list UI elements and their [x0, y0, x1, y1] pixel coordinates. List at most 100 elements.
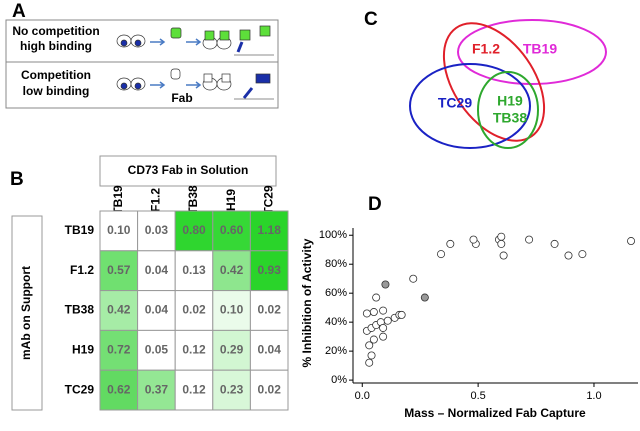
- cell-value: 0.02: [258, 382, 282, 396]
- point: [499, 251, 508, 260]
- cell: [212, 329, 251, 371]
- y-tick-label: 80%: [325, 258, 347, 270]
- point: [437, 250, 446, 259]
- cell: [137, 290, 176, 331]
- cell-value: 0.05: [145, 342, 169, 356]
- caption: No competition: [12, 24, 99, 38]
- row-header: TC29: [65, 382, 95, 396]
- row-header: TB19: [65, 223, 95, 237]
- venn-label: H19: [497, 93, 523, 109]
- x-tick-label: 1.0: [586, 390, 601, 402]
- y-tick-label: 100%: [319, 229, 347, 241]
- column-header: TC29: [261, 185, 275, 215]
- column-header: F1.2: [149, 188, 163, 212]
- cell-value: 0.04: [145, 303, 169, 317]
- cell-value: 0.02: [182, 303, 206, 317]
- cell: [99, 369, 139, 411]
- x-tick-label: 0.0: [355, 390, 370, 402]
- point: [497, 239, 506, 248]
- venn-label: F1.2: [472, 41, 500, 57]
- cell: [249, 369, 289, 411]
- cell: [249, 329, 289, 371]
- cell: [174, 250, 214, 292]
- point: [409, 274, 418, 283]
- cell-value: 0.42: [220, 263, 244, 277]
- column-header: TB38: [186, 185, 200, 215]
- cell-value: 0.93: [258, 263, 282, 277]
- row-header: F1.2: [70, 263, 94, 277]
- y-tick-label: 0%: [331, 374, 347, 386]
- row-title: mAb on Support: [19, 266, 33, 360]
- column-title: CD73 Fab in Solution: [128, 163, 249, 177]
- cell: [174, 329, 214, 371]
- point: [578, 250, 587, 259]
- point: [379, 306, 388, 315]
- venn-label: TC29: [438, 95, 472, 111]
- cell-value: 0.42: [107, 303, 131, 317]
- point: [550, 239, 559, 248]
- cell: [137, 210, 176, 252]
- panel-label: C: [364, 9, 378, 30]
- cell: [174, 369, 214, 411]
- cell-value: 0.29: [220, 342, 244, 356]
- point: [397, 310, 406, 319]
- y-tick-label: 60%: [325, 287, 347, 299]
- point: [420, 293, 429, 302]
- point: [379, 332, 388, 341]
- cell-value: 0.02: [258, 303, 282, 317]
- cell: [249, 250, 289, 292]
- cell-value: 0.13: [182, 263, 206, 277]
- point: [525, 235, 534, 244]
- x-tick-label: 0.5: [470, 390, 485, 402]
- column-header: H19: [224, 189, 238, 211]
- cell: [212, 369, 251, 411]
- y-tick-label: 40%: [325, 316, 347, 328]
- cell-value: 0.62: [107, 382, 131, 396]
- cell-value: 0.80: [182, 223, 206, 237]
- schematic: [116, 25, 274, 100]
- point: [469, 235, 478, 244]
- row-title-box: [11, 215, 43, 411]
- cell-value: 0.12: [182, 382, 206, 396]
- point: [365, 358, 374, 367]
- cell-value: 0.37: [145, 382, 169, 396]
- cell-value: 0.57: [107, 263, 131, 277]
- cell: [249, 210, 289, 252]
- cell-value: 0.23: [220, 382, 244, 396]
- cell: [99, 250, 139, 292]
- arrows: [150, 38, 202, 89]
- header-box: [99, 155, 277, 187]
- point: [362, 309, 371, 318]
- caption: Fab: [171, 91, 192, 105]
- point: [446, 239, 455, 248]
- cell-value: 0.72: [107, 342, 131, 356]
- venn-label: TB19: [523, 41, 557, 57]
- cell-value: 0.10: [107, 223, 131, 237]
- cell: [212, 210, 251, 252]
- point: [381, 280, 390, 289]
- cell-value: 0.12: [182, 342, 206, 356]
- caption: low binding: [23, 84, 90, 98]
- y-tick-label: 20%: [325, 345, 347, 357]
- point: [379, 323, 388, 332]
- point: [564, 251, 573, 260]
- y-axis-label: % Inhibition of Activity: [300, 238, 314, 367]
- caption: Competition: [21, 68, 91, 82]
- point: [369, 335, 378, 344]
- caption: high binding: [20, 39, 92, 53]
- point: [365, 341, 374, 350]
- venn: [409, 19, 607, 149]
- cell-value: 0.03: [145, 223, 169, 237]
- cell: [174, 290, 214, 331]
- cell-value: 0.60: [220, 223, 244, 237]
- cell-value: 0.04: [258, 342, 282, 356]
- panel-label: D: [368, 194, 382, 215]
- cell-value: 1.18: [258, 223, 282, 237]
- point: [497, 232, 506, 241]
- point: [627, 237, 636, 246]
- row-header: H19: [72, 342, 94, 356]
- point: [367, 351, 376, 360]
- cell-value: 0.04: [145, 263, 169, 277]
